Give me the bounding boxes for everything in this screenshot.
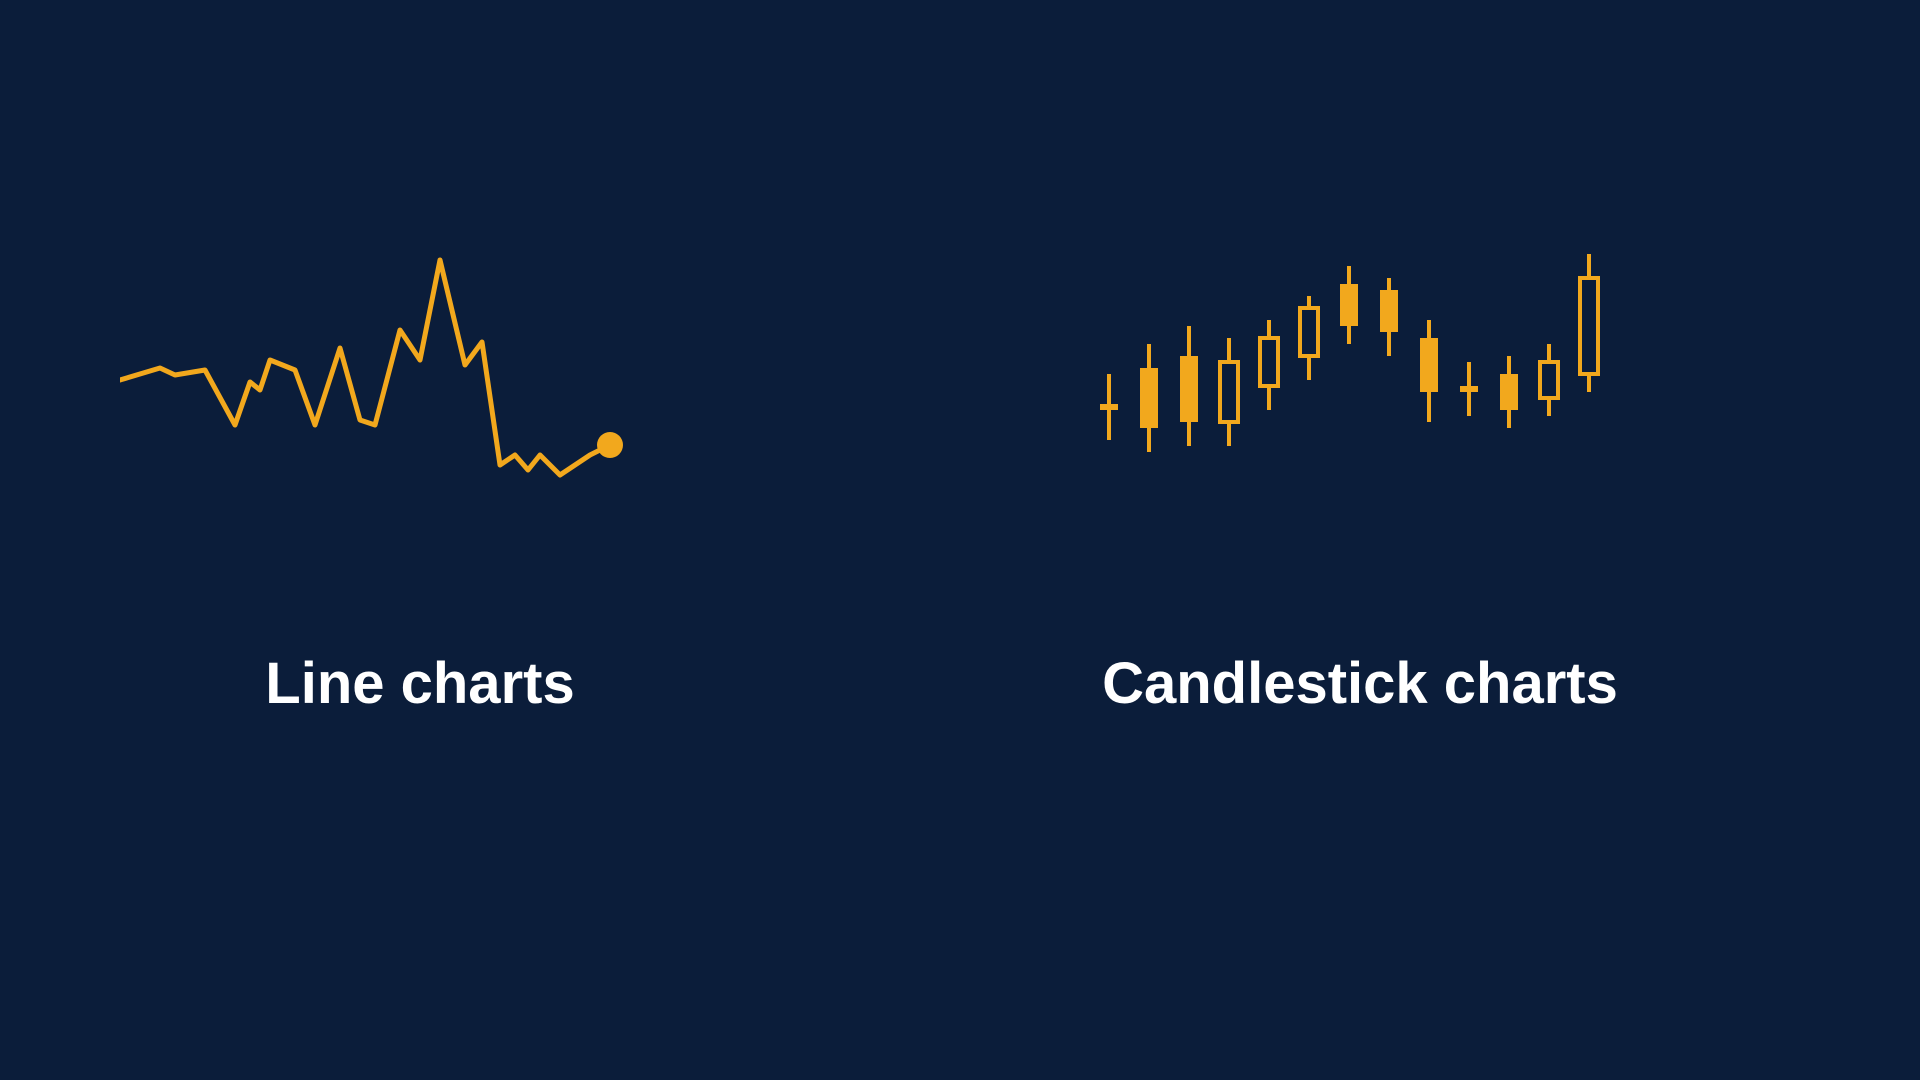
infographic-stage: Line charts Candlestick charts [0, 0, 1920, 1080]
candlestick-chart-label: Candlestick charts [1080, 650, 1640, 717]
line-chart-icon [120, 230, 720, 530]
line-chart-panel: Line charts [120, 230, 720, 717]
line-chart-label: Line charts [120, 650, 720, 717]
candlestick-chart-panel: Candlestick charts [1080, 230, 1640, 717]
candlestick-chart-icon [1080, 230, 1640, 530]
